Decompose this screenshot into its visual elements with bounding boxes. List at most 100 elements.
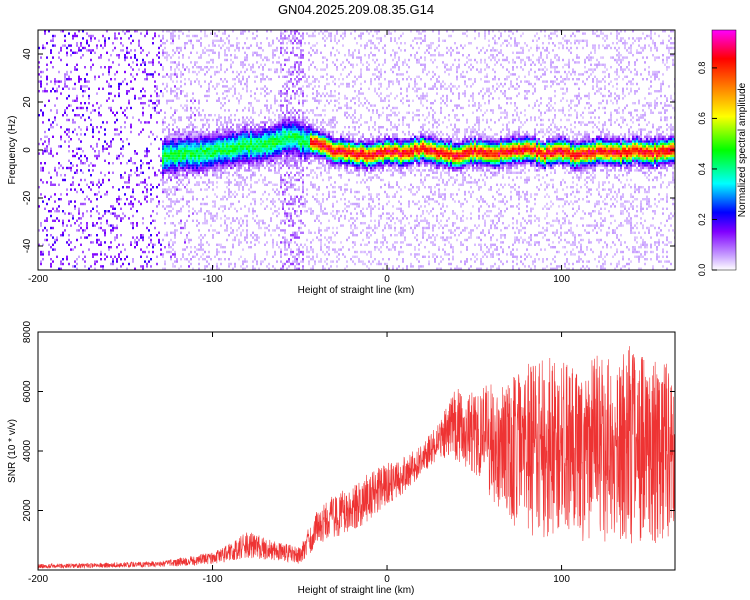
heatmap-cell [96, 126, 98, 129]
heatmap-cell [284, 222, 286, 225]
heatmap-cell [120, 174, 122, 177]
heatmap-cell [146, 190, 148, 194]
heatmap-cell [190, 190, 192, 194]
heatmap-cell [294, 140, 296, 143]
heatmap-cell [216, 262, 218, 266]
heatmap-cell [284, 114, 286, 117]
heatmap-cell [266, 87, 268, 90]
heatmap-cell [246, 260, 248, 263]
heatmap-cell [174, 188, 176, 191]
heatmap-cell [228, 190, 230, 194]
heatmap-cell [110, 212, 112, 215]
heatmap-cell [242, 78, 244, 81]
heatmap-cell [132, 39, 134, 42]
heatmap-cell [280, 49, 282, 52]
heatmap-cell [178, 37, 180, 40]
heatmap-cell [104, 229, 106, 232]
heatmap-cell [120, 82, 122, 86]
heatmap-cell [50, 150, 52, 153]
heatmap-cell [230, 181, 232, 184]
heatmap-cell [344, 30, 346, 33]
heatmap-cell [300, 145, 302, 148]
heatmap-cell [296, 80, 298, 83]
heatmap-cell [322, 128, 324, 131]
heatmap-cell [56, 207, 58, 210]
heatmap-cell [192, 219, 194, 222]
heatmap-cell [328, 190, 330, 194]
heatmap-cell [130, 159, 132, 162]
heatmap-cell [332, 154, 334, 158]
heatmap-cell [272, 42, 274, 45]
heatmap-cell [352, 246, 354, 249]
heatmap-cell [296, 118, 298, 122]
heatmap-cell [172, 133, 174, 136]
heatmap-cell [326, 250, 328, 254]
heatmap-cell [344, 94, 346, 98]
heatmap-cell [150, 214, 152, 218]
heatmap-cell [308, 123, 310, 126]
heatmap-cell [240, 234, 242, 237]
heatmap-cell [80, 49, 82, 52]
heatmap-cell [342, 140, 344, 143]
heatmap-cell [334, 37, 336, 40]
heatmap-cell [218, 176, 220, 179]
heatmap-cell [204, 51, 206, 54]
heatmap-cell [342, 68, 344, 71]
heatmap-cell [144, 154, 146, 158]
heatmap-cell [208, 152, 210, 155]
heatmap-cell [176, 260, 178, 263]
heatmap-cell [326, 58, 328, 62]
heatmap-cell [200, 154, 202, 158]
heatmap-cell [212, 49, 214, 52]
heatmap-cell [310, 147, 312, 150]
heatmap-cell [236, 138, 238, 141]
heatmap-cell [118, 195, 120, 198]
heatmap-cell [122, 140, 124, 143]
heatmap-cell [306, 157, 308, 160]
heatmap-cell [158, 51, 160, 54]
heatmap-cell [92, 255, 94, 258]
heatmap-cell [278, 207, 280, 210]
heatmap-cell [296, 258, 298, 261]
heatmap-cell [244, 106, 246, 110]
heatmap-cell [156, 205, 158, 208]
heatmap-cell [270, 106, 272, 110]
heatmap-cell [164, 150, 166, 153]
heatmap-cell [280, 68, 282, 71]
heatmap-cell [250, 147, 252, 150]
heatmap-cell [146, 147, 148, 150]
heatmap-cell [292, 140, 294, 143]
heatmap-cell [286, 123, 288, 126]
heatmap-cell [316, 176, 318, 179]
heatmap-cell [312, 195, 314, 198]
heatmap-cell [284, 123, 286, 126]
heatmap-cell [280, 123, 282, 126]
heatmap-cell [228, 147, 230, 150]
heatmap-cell [286, 140, 288, 143]
heatmap-cell [292, 70, 294, 74]
heatmap-cell [270, 200, 272, 203]
heatmap-cell [186, 138, 188, 141]
heatmap-cell [264, 90, 266, 93]
heatmap-cell [292, 166, 294, 170]
heatmap-cell [218, 70, 220, 74]
heatmap-cell [216, 164, 218, 167]
heatmap-cell [326, 212, 328, 215]
heatmap-cell [190, 39, 192, 42]
heatmap-cell [82, 54, 84, 57]
heatmap-cell [262, 260, 264, 263]
heatmap-cell [202, 222, 204, 225]
heatmap-cell [206, 195, 208, 198]
heatmap-cell [262, 222, 264, 225]
heatmap-cell [332, 205, 334, 208]
heatmap-cell [276, 140, 278, 143]
heatmap-cell [190, 145, 192, 148]
heatmap-cell [294, 174, 296, 177]
heatmap-cell [222, 210, 224, 213]
heatmap-cell [234, 236, 236, 239]
heatmap-cell [40, 250, 42, 254]
heatmap-cell [170, 200, 172, 203]
heatmap-cell [312, 258, 314, 261]
heatmap-cell [74, 51, 76, 54]
heatmap-cell [260, 87, 262, 90]
